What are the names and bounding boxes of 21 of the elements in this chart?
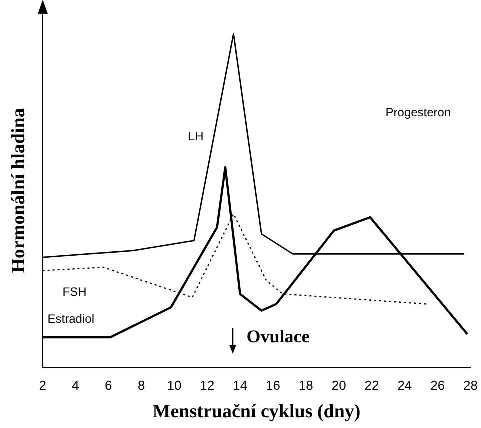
x-tick-label: 8 <box>138 378 146 393</box>
x-tick-label: 26 <box>430 378 446 393</box>
series-label: FSH <box>62 285 87 300</box>
annotation: Progesteron <box>386 105 452 120</box>
x-tick-label: 12 <box>200 378 215 393</box>
x-tick-label: 20 <box>332 378 346 393</box>
x-tick-label: 28 <box>464 378 478 393</box>
x-tick-label: 18 <box>298 378 314 393</box>
series-label: Estradiol <box>48 312 94 326</box>
x-tick-label: 6 <box>105 378 112 393</box>
x-tick-label: 24 <box>398 378 412 393</box>
x-tick-label: 14 <box>233 378 248 393</box>
x-tick-label: 10 <box>167 378 182 393</box>
x-axis-title: Menstruační cyklus (dny) <box>152 402 361 423</box>
x-tick-label: 16 <box>266 378 280 393</box>
x-tick-label: 22 <box>364 378 380 393</box>
x-tick-label: 2 <box>39 378 46 393</box>
series-label: LH <box>188 130 204 144</box>
annotation: Ovulace <box>246 326 310 346</box>
y-axis-title: Hormonální hladina <box>8 108 30 274</box>
x-tick-label: 4 <box>72 378 80 393</box>
